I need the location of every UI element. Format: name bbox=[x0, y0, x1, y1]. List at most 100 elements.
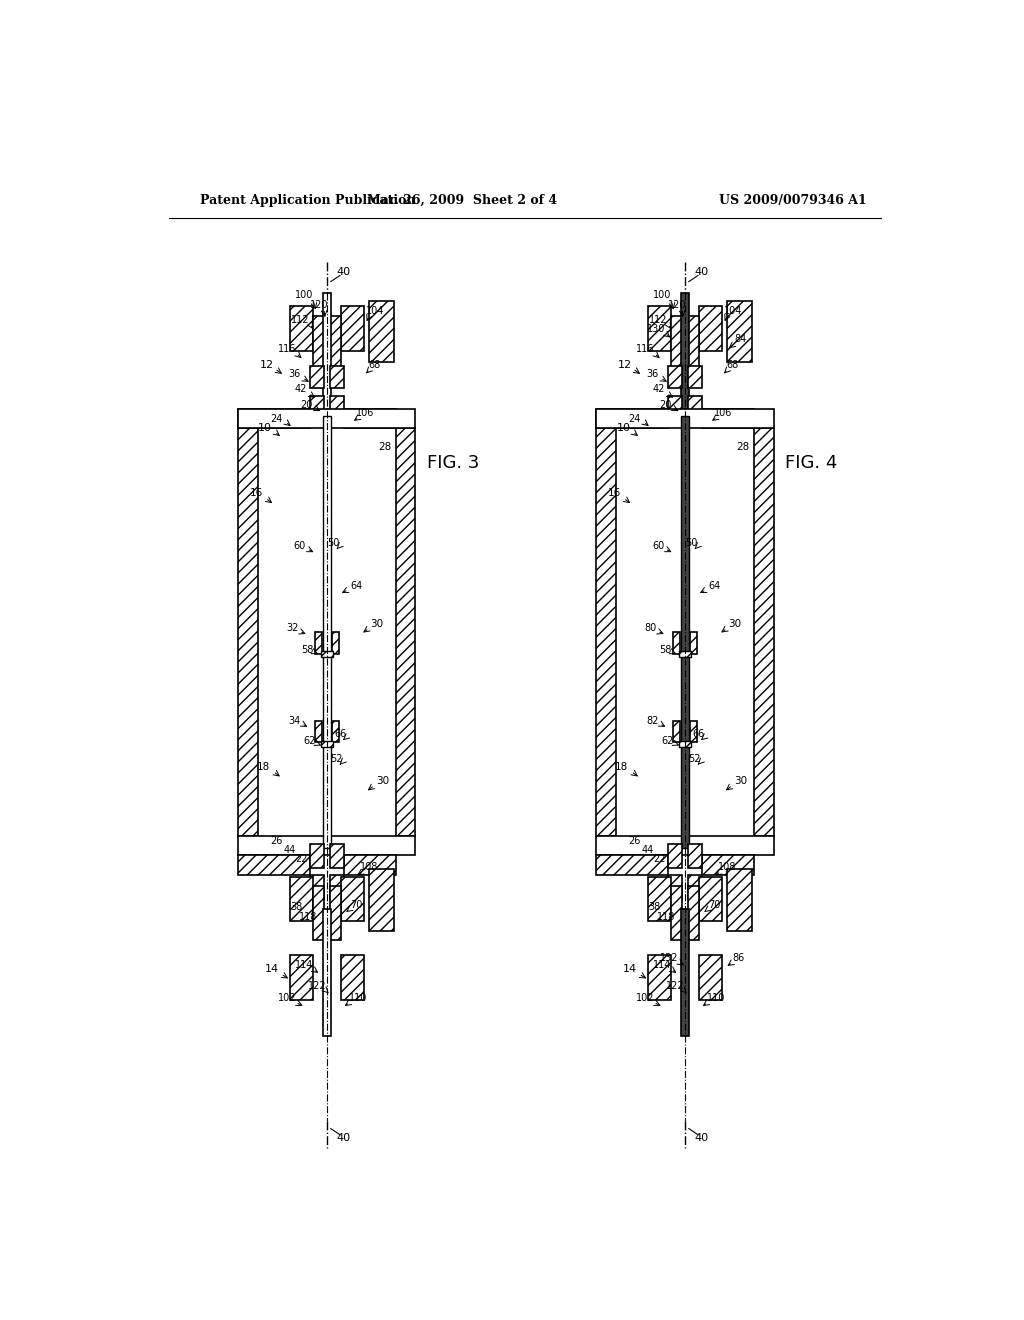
Text: 44: 44 bbox=[642, 845, 654, 855]
Text: 112: 112 bbox=[649, 315, 668, 325]
Bar bbox=[701, 855, 755, 875]
Bar bbox=[689, 721, 697, 742]
Text: 52: 52 bbox=[330, 754, 342, 764]
Bar bbox=[648, 876, 671, 921]
Bar bbox=[701, 409, 755, 428]
Text: 30: 30 bbox=[376, 776, 389, 785]
Bar bbox=[344, 409, 396, 428]
Bar bbox=[689, 632, 697, 653]
Bar bbox=[596, 836, 773, 855]
Text: 40: 40 bbox=[337, 268, 351, 277]
Text: 58: 58 bbox=[301, 644, 313, 655]
Bar bbox=[370, 301, 394, 363]
Bar bbox=[688, 367, 701, 388]
Text: 34: 34 bbox=[289, 715, 301, 726]
Text: 116: 116 bbox=[636, 345, 654, 354]
Text: 12: 12 bbox=[617, 360, 632, 370]
Bar bbox=[332, 632, 339, 653]
Bar bbox=[310, 843, 324, 869]
Text: 70: 70 bbox=[708, 900, 721, 911]
Bar bbox=[330, 875, 344, 899]
Text: 100: 100 bbox=[652, 290, 671, 301]
Bar bbox=[332, 721, 339, 742]
Bar bbox=[671, 886, 682, 940]
Text: US 2009/0079346 A1: US 2009/0079346 A1 bbox=[719, 194, 866, 207]
Bar bbox=[648, 306, 671, 351]
Text: 28: 28 bbox=[378, 442, 391, 453]
Text: 16: 16 bbox=[607, 488, 621, 499]
Text: 108: 108 bbox=[360, 862, 379, 871]
Text: 62: 62 bbox=[662, 737, 674, 746]
Bar bbox=[239, 409, 416, 428]
Text: 36: 36 bbox=[646, 370, 658, 379]
Bar bbox=[330, 317, 341, 370]
Bar bbox=[290, 876, 313, 921]
Text: 62: 62 bbox=[304, 737, 316, 746]
Bar bbox=[727, 869, 752, 931]
Text: 106: 106 bbox=[715, 408, 732, 417]
Bar bbox=[341, 956, 364, 1001]
Text: 42: 42 bbox=[652, 384, 665, 395]
Text: 30: 30 bbox=[728, 619, 741, 630]
Text: 132: 132 bbox=[660, 953, 679, 962]
Text: 104: 104 bbox=[366, 306, 384, 315]
Bar bbox=[341, 306, 364, 351]
Text: 116: 116 bbox=[278, 345, 296, 354]
Bar bbox=[290, 956, 313, 1001]
Bar bbox=[671, 317, 682, 370]
Bar bbox=[239, 409, 310, 428]
Text: 82: 82 bbox=[646, 715, 658, 726]
Text: 10: 10 bbox=[258, 422, 272, 433]
Text: Patent Application Publication: Patent Application Publication bbox=[200, 194, 416, 207]
Text: 70: 70 bbox=[350, 900, 362, 911]
Text: 114: 114 bbox=[652, 961, 671, 970]
Text: 36: 36 bbox=[289, 370, 301, 379]
Text: 58: 58 bbox=[658, 644, 671, 655]
Bar bbox=[688, 875, 701, 899]
Text: 130: 130 bbox=[646, 325, 665, 334]
Text: 112: 112 bbox=[291, 315, 309, 325]
Bar bbox=[310, 367, 324, 388]
Text: 120: 120 bbox=[310, 300, 329, 310]
Text: 66: 66 bbox=[692, 730, 705, 739]
Bar bbox=[688, 843, 701, 869]
Bar bbox=[698, 306, 722, 351]
Text: 38: 38 bbox=[648, 902, 660, 912]
Text: 32: 32 bbox=[286, 623, 298, 634]
Bar bbox=[596, 855, 668, 875]
Bar bbox=[673, 721, 680, 742]
Bar bbox=[668, 843, 682, 869]
Bar bbox=[596, 409, 668, 428]
Bar bbox=[323, 416, 331, 847]
Bar bbox=[330, 396, 344, 420]
Text: 118: 118 bbox=[299, 912, 317, 921]
Text: 28: 28 bbox=[736, 442, 750, 453]
Text: 14: 14 bbox=[623, 964, 637, 974]
Bar bbox=[310, 875, 324, 899]
Bar bbox=[341, 876, 364, 921]
Bar bbox=[679, 741, 691, 747]
Bar bbox=[688, 317, 698, 370]
Bar bbox=[290, 306, 313, 351]
Text: 18: 18 bbox=[615, 762, 629, 772]
Text: 44: 44 bbox=[284, 845, 296, 855]
Text: 42: 42 bbox=[295, 384, 307, 395]
Bar bbox=[648, 956, 671, 1001]
Text: 14: 14 bbox=[264, 964, 279, 974]
Text: 64: 64 bbox=[708, 581, 720, 591]
Bar bbox=[681, 416, 689, 847]
Text: 68: 68 bbox=[369, 360, 381, 370]
Text: 12: 12 bbox=[260, 360, 273, 370]
Text: 66: 66 bbox=[335, 730, 347, 739]
Text: 104: 104 bbox=[724, 306, 741, 315]
Text: 10: 10 bbox=[616, 422, 631, 433]
Text: 86: 86 bbox=[733, 953, 745, 962]
Text: FIG. 3: FIG. 3 bbox=[427, 454, 479, 471]
Text: 40: 40 bbox=[695, 268, 709, 277]
Bar bbox=[314, 632, 323, 653]
Bar bbox=[688, 396, 701, 420]
Bar bbox=[323, 293, 331, 416]
Text: 38: 38 bbox=[290, 902, 302, 912]
Text: 24: 24 bbox=[629, 413, 641, 424]
Text: 18: 18 bbox=[257, 762, 270, 772]
